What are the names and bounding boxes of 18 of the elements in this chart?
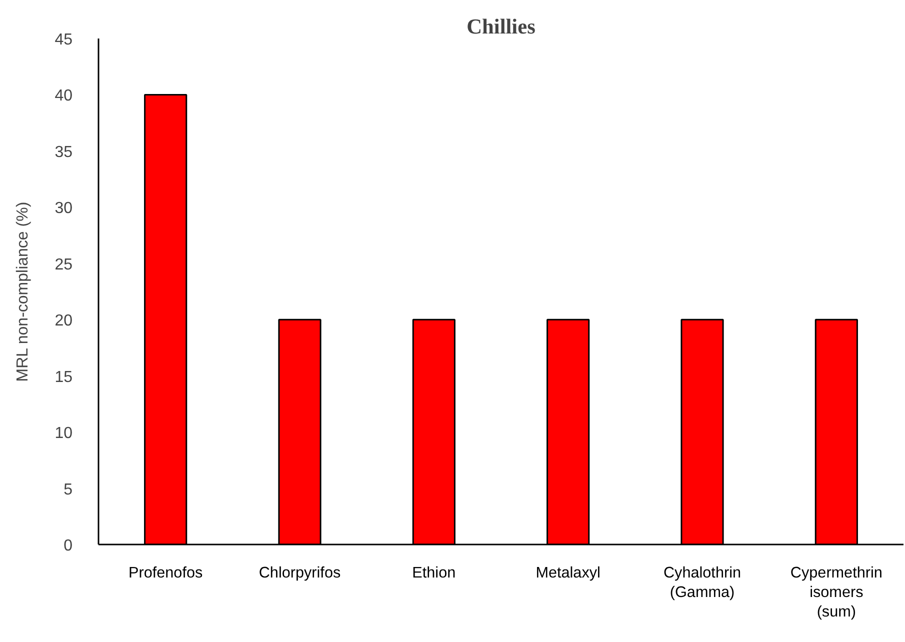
x-tick-label: Profenofos bbox=[128, 564, 203, 582]
x-tick-label: Chlorpyrifos bbox=[258, 564, 341, 582]
x-tick-label: Cyhalothrin (Gamma) bbox=[663, 564, 742, 602]
y-tick-label: 20 bbox=[54, 312, 73, 330]
y-tick-label: 15 bbox=[54, 368, 73, 386]
y-tick-label: 30 bbox=[54, 200, 73, 218]
y-axis-title: MRL non-compliance (%) bbox=[14, 202, 32, 382]
y-tick-label: 0 bbox=[64, 538, 73, 554]
x-tick-label: Ethion bbox=[412, 564, 456, 582]
chart-title: Chillies bbox=[466, 14, 536, 38]
y-tick-label: 45 bbox=[54, 32, 73, 48]
y-tick-label: 35 bbox=[54, 144, 73, 161]
x-tick-label: Metalaxyl bbox=[536, 564, 600, 582]
y-tick-label: 5 bbox=[64, 481, 73, 498]
y-tick-label: 25 bbox=[54, 256, 73, 274]
y-tick-label: 10 bbox=[54, 425, 73, 442]
y-tick-label: 40 bbox=[54, 88, 73, 105]
x-tick-label: Cypermethrin isomers (sum) bbox=[790, 564, 882, 621]
